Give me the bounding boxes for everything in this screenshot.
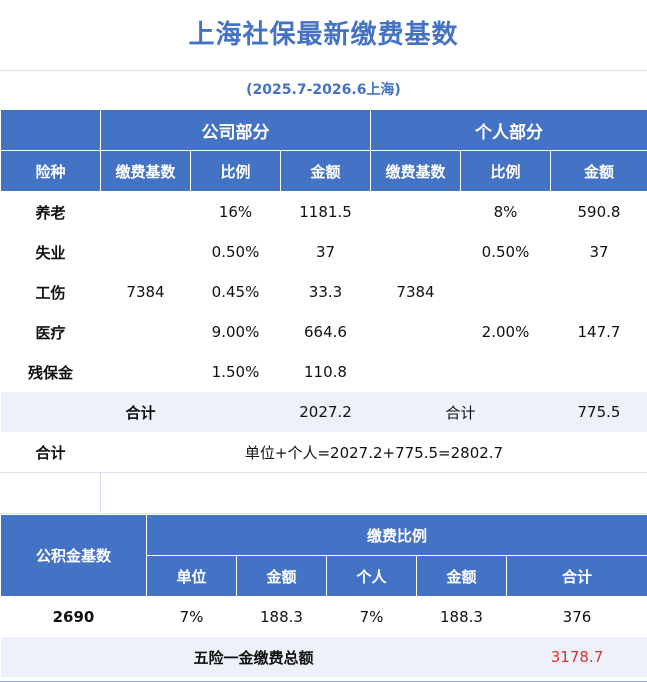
table-row: 工伤 7384 0.45% 33.3 7384 (1, 272, 647, 312)
section-divider (0, 472, 647, 514)
personal-rate (461, 272, 551, 312)
company-subtotal: 2027.2 (280, 392, 371, 432)
personal-rate: 7% (359, 608, 384, 626)
table-row: 2690 7% 188.3 7% 188.3 376 (1, 597, 647, 638)
table-row: 养老 16% 1181.5 8% 590.8 (1, 192, 647, 233)
insurance-name: 残保金 (27, 363, 73, 382)
fund-total: 376 (562, 608, 592, 626)
company-base (101, 232, 191, 272)
unit-amount: 188.3 (260, 608, 303, 626)
company-base (101, 352, 191, 392)
total-label: 合计 (35, 443, 66, 462)
header-insurance-type: 险种 (0, 150, 101, 192)
insurance-name: 工伤 (35, 283, 66, 302)
insurance-name: 失业 (35, 243, 66, 262)
header-personal-base: 缴费基数 (370, 150, 461, 192)
table-row: 失业 0.50% 37 0.50% 37 (1, 232, 647, 272)
header-personal-amount: 金额 (550, 150, 647, 192)
header-personal-amount: 金额 (416, 555, 507, 597)
company-rate: 0.45% (211, 283, 260, 301)
personal-amount: 37 (589, 243, 609, 261)
grand-total-value: 3178.7 (506, 637, 647, 677)
table-row: 医疗 9.00% 664.6 2.00% 147.7 (1, 312, 647, 352)
total-formula: 单位+个人=2027.2+775.5=2802.7 (244, 443, 504, 462)
header-unit-rate: 单位 (146, 555, 237, 597)
company-rate: 1.50% (211, 363, 260, 381)
housing-fund-table: 公积金基数 缴费比例 单位 金额 个人 金额 合计 2690 7% 188.3 … (0, 514, 647, 677)
header-personal-rate: 比例 (460, 150, 551, 192)
personal-amount: 188.3 (440, 608, 483, 626)
company-base: 7384 (126, 283, 165, 301)
fund-base-value: 2690 (52, 608, 95, 626)
page-title: 上海社保最新缴费基数 (0, 0, 647, 71)
header-unit-amount: 金额 (236, 555, 327, 597)
personal-amount (551, 272, 647, 312)
table-row: 残保金 1.50% 110.8 (1, 352, 647, 392)
page-subtitle: (2025.7-2026.6上海) (246, 82, 401, 98)
personal-base (371, 192, 461, 233)
header-company-base: 缴费基数 (100, 150, 191, 192)
personal-base: 7384 (396, 283, 435, 301)
subtotal-label: 合计 (0, 392, 281, 432)
social-insurance-table: 公司部分 个人部分 险种 缴费基数 比例 金额 缴费基数 比例 金额 养老 16… (0, 109, 647, 472)
personal-amount: 147.7 (577, 323, 621, 341)
unit-rate: 7% (179, 608, 204, 626)
company-section-header: 公司部分 (100, 109, 371, 151)
company-base (101, 312, 191, 352)
personal-subtotal-label: 合计 (370, 392, 551, 432)
personal-amount: 590.8 (577, 203, 621, 221)
company-amount: 110.8 (304, 363, 347, 381)
header-company-amount: 金额 (280, 150, 371, 192)
fund-base-header: 公积金基数 (0, 514, 147, 597)
company-rate: 0.50% (211, 243, 260, 261)
company-rate: 9.00% (211, 323, 260, 341)
subtotal-row: 合计 2027.2 合计 775.5 (0, 392, 647, 432)
corner-cell (0, 109, 101, 151)
personal-amount (551, 352, 647, 392)
header-personal-rate: 个人 (326, 555, 417, 597)
personal-rate: 2.00% (481, 323, 530, 341)
company-amount: 1181.5 (299, 203, 352, 221)
personal-rate (461, 352, 551, 392)
insurance-name: 养老 (35, 203, 66, 222)
grand-total-row: 五险一金缴费总额 3178.7 (0, 637, 647, 677)
personal-rate: 8% (493, 203, 518, 221)
insurance-name: 医疗 (35, 323, 66, 342)
personal-base (371, 352, 461, 392)
header-fund-total: 合计 (506, 555, 647, 597)
personal-section-header: 个人部分 (370, 109, 647, 151)
company-amount: 33.3 (308, 283, 343, 301)
company-amount: 664.6 (304, 323, 347, 341)
company-rate: 16% (218, 203, 253, 221)
personal-subtotal: 775.5 (550, 392, 647, 432)
total-row: 合计 单位+个人=2027.2+775.5=2802.7 (1, 432, 647, 472)
personal-base (371, 232, 461, 272)
company-base (101, 192, 191, 233)
personal-base (371, 312, 461, 352)
fund-rate-header: 缴费比例 (146, 514, 647, 556)
personal-rate: 0.50% (481, 243, 530, 261)
company-amount: 37 (315, 243, 336, 261)
header-company-rate: 比例 (190, 150, 281, 192)
grand-total-label: 五险一金缴费总额 (0, 637, 507, 677)
